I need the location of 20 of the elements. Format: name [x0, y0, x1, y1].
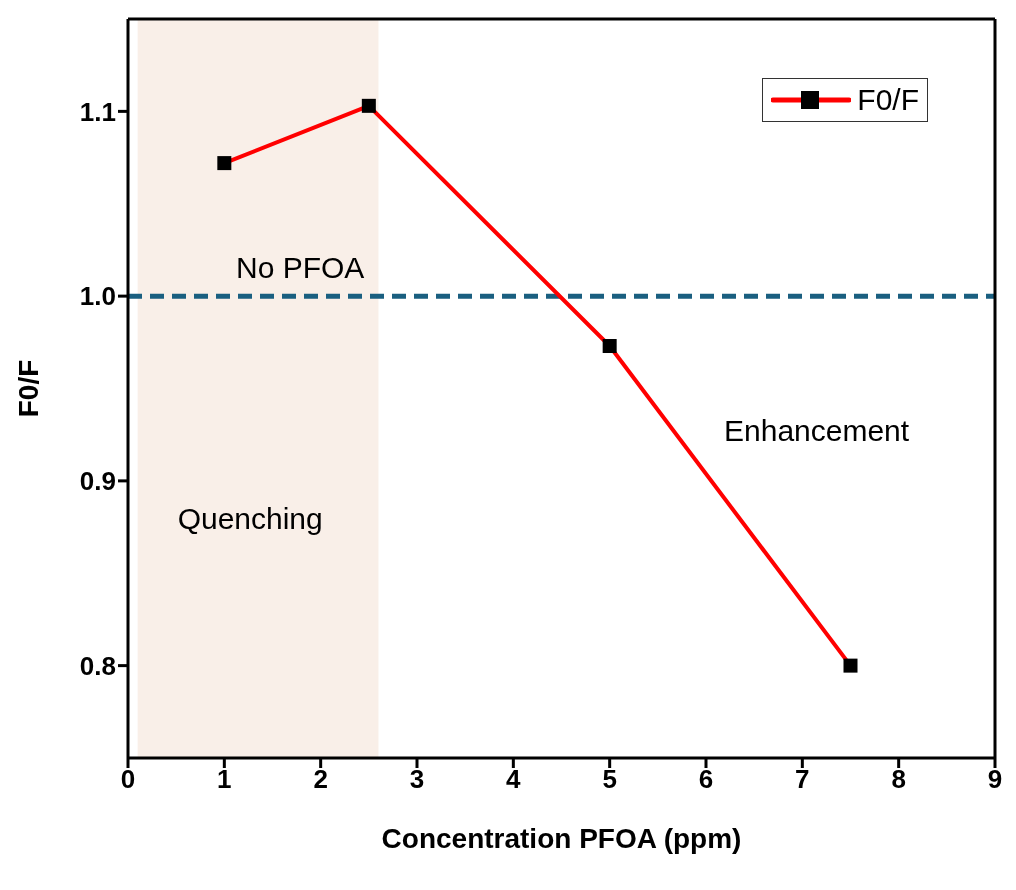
- ref-line-label: No PFOA: [236, 251, 365, 285]
- x-tick-label: 7: [795, 764, 810, 795]
- x-tick-label: 6: [698, 764, 714, 795]
- y-tick-label: 1.1: [79, 96, 116, 127]
- x-axis-title: Concentration PFOA (ppm): [381, 823, 742, 854]
- x-tick-label: 4: [506, 764, 522, 795]
- annotation: Enhancement: [724, 414, 910, 448]
- x-tick-label: 2: [313, 764, 328, 795]
- x-tick-label: 9: [987, 764, 1003, 795]
- y-axis-title: F0/F: [12, 359, 44, 418]
- y-tick-label: 0.9: [79, 466, 116, 497]
- x-tick-label: 5: [602, 764, 617, 795]
- y-tick-label: 1.0: [79, 281, 116, 312]
- x-tick-label: 8: [891, 764, 906, 795]
- band-label: Quenching: [177, 502, 323, 536]
- x-tick-label: 3: [409, 764, 425, 795]
- x-tick-label: 1: [217, 764, 232, 795]
- legend-label: F0/F: [857, 83, 919, 117]
- y-tick-label: 0.8: [79, 650, 116, 681]
- x-tick-label: 0: [120, 764, 136, 795]
